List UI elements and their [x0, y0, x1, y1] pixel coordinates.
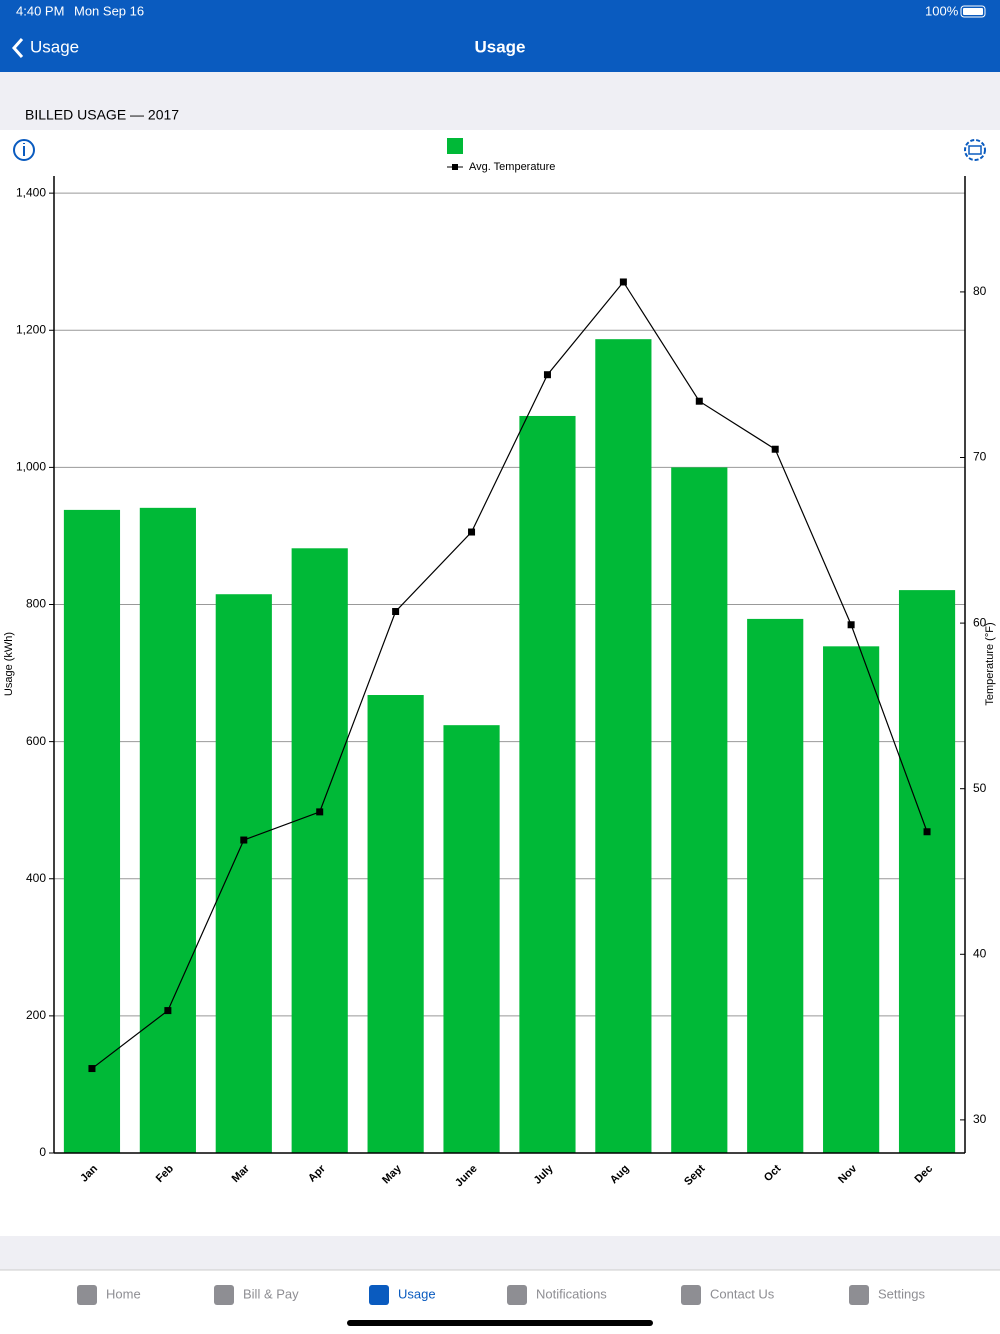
tab-label: Notifications — [536, 1286, 607, 1301]
line-marker — [847, 621, 855, 629]
tab-icon — [214, 1285, 234, 1305]
tab-label: Contact Us — [710, 1286, 775, 1301]
battery-icon — [960, 5, 986, 18]
tab-label: Bill & Pay — [243, 1286, 299, 1301]
legend-label: Avg. Temperature — [469, 161, 555, 173]
tab-icon — [77, 1285, 97, 1305]
y2-tick-label: 80 — [973, 284, 987, 298]
line-marker — [468, 528, 476, 536]
line-marker — [543, 371, 551, 379]
bar — [443, 725, 500, 1153]
y-tick-label: 200 — [26, 1008, 46, 1022]
section-title: BILLED USAGE — 2017 — [25, 107, 179, 123]
tab-icon — [849, 1285, 869, 1305]
line-marker — [240, 836, 248, 844]
y-tick-label: 1,400 — [16, 185, 46, 199]
back-icon[interactable] — [11, 38, 24, 58]
y-tick-label: 800 — [26, 597, 46, 611]
bar — [823, 646, 880, 1153]
status-battery: 100% — [925, 3, 959, 18]
nav-bar — [0, 0, 1000, 72]
status-time: 4:40 PM — [16, 3, 64, 18]
y-tick-label: 400 — [26, 871, 46, 885]
tab-icon — [681, 1285, 701, 1305]
tab[interactable]: Notifications — [507, 1285, 607, 1305]
bar — [215, 594, 272, 1153]
y-tick-label: 1,200 — [16, 322, 46, 336]
line-marker — [771, 445, 779, 453]
y2-tick-label: 70 — [973, 450, 987, 464]
bar — [671, 467, 728, 1153]
line-marker — [695, 397, 703, 405]
y-tick-label: 1,000 — [16, 460, 46, 474]
bar — [139, 507, 196, 1154]
tab[interactable]: Settings — [849, 1285, 925, 1305]
settings-chart-glyph — [968, 145, 982, 155]
tab-label: Home — [106, 1286, 141, 1301]
line-marker — [619, 278, 627, 286]
line-marker — [316, 808, 324, 816]
home-indicator — [347, 1320, 653, 1326]
tab-label: Usage — [398, 1286, 436, 1301]
y2-tick-label: 50 — [973, 781, 987, 795]
settings-chart-button[interactable] — [964, 139, 986, 161]
legend-swatch — [447, 138, 463, 154]
tab[interactable]: Bill & Pay — [214, 1285, 299, 1305]
tab[interactable]: Contact Us — [681, 1285, 775, 1305]
bar — [595, 339, 652, 1153]
tab[interactable]: Usage — [369, 1285, 436, 1305]
bar — [519, 415, 576, 1153]
line-marker — [923, 828, 931, 836]
info-button[interactable] — [13, 139, 35, 161]
y2-axis-label: Temperature (°F) — [984, 622, 996, 705]
line — [91, 280, 928, 1070]
nav-title: Usage — [474, 37, 525, 56]
bar — [898, 590, 956, 1153]
tab-icon — [507, 1285, 527, 1305]
y-tick-label: 0 — [39, 1145, 46, 1159]
y2-tick-label: 40 — [973, 946, 987, 960]
bar — [63, 509, 121, 1153]
line-marker — [164, 1007, 172, 1015]
y2-tick-label: 30 — [973, 1112, 987, 1126]
tab-icon — [369, 1285, 389, 1305]
tab-label: Settings — [878, 1286, 925, 1301]
y-axis-label: Usage (kWh) — [3, 632, 15, 696]
line-marker — [392, 608, 400, 616]
back-button[interactable]: Usage — [30, 37, 79, 56]
bar — [747, 618, 804, 1153]
legend-marker — [452, 164, 458, 170]
bar — [291, 548, 348, 1153]
y-tick-label: 600 — [26, 734, 46, 748]
battery-fill — [963, 8, 983, 15]
status-date: Mon Sep 16 — [74, 3, 144, 18]
tab[interactable]: Home — [77, 1285, 141, 1305]
bar — [367, 695, 424, 1153]
line-marker — [88, 1065, 96, 1073]
y2-tick-label: 60 — [973, 615, 987, 629]
